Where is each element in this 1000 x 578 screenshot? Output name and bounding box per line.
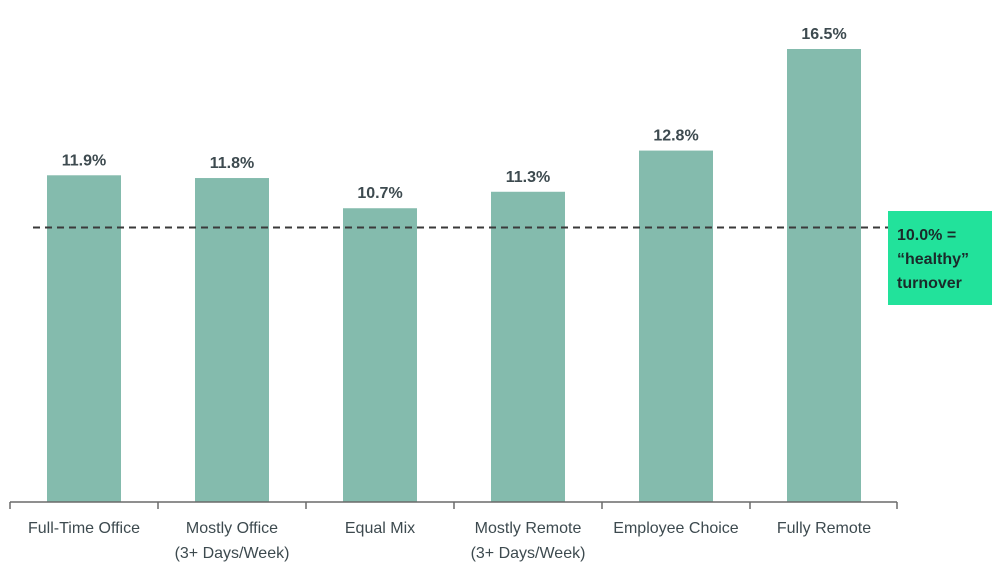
category-label-6: Fully Remote (777, 520, 871, 537)
bar-1 (47, 175, 121, 503)
value-label-1: 11.9% (62, 152, 106, 169)
value-label-5: 12.8% (653, 128, 698, 145)
category-label-1: Full-Time Office (28, 520, 140, 537)
bar-6 (787, 49, 861, 502)
category-label-5: Employee Choice (613, 520, 739, 537)
bars-group (47, 49, 861, 503)
value-label-3: 10.7% (357, 185, 402, 202)
reference-callout-text: 10.0% = “healthy” turnover (897, 227, 969, 292)
bar-4 (491, 191, 565, 502)
category-labels-group: Full-Time Office Mostly Office (3+ Days/We… (28, 520, 871, 562)
reference-callout-box (888, 211, 992, 305)
value-labels-group: 11.9% 11.8% 10.7% 11.3% 12.8% 16.5% (62, 26, 847, 202)
bar-5 (639, 150, 713, 502)
x-axis-ticks (9, 502, 898, 509)
value-label-2: 11.8% (210, 155, 254, 172)
category-label-3: Equal Mix (345, 520, 415, 537)
category-label-4: Mostly Remote (3+ Days/Week) (471, 520, 586, 562)
value-label-4: 11.3% (506, 169, 550, 186)
value-label-6: 16.5% (801, 26, 846, 43)
reference-callout: 10.0% = “healthy” turnover (888, 211, 992, 305)
category-label-2: Mostly Office (3+ Days/Week) (175, 520, 290, 562)
bar-2 (195, 178, 269, 502)
bar-3 (343, 208, 417, 502)
